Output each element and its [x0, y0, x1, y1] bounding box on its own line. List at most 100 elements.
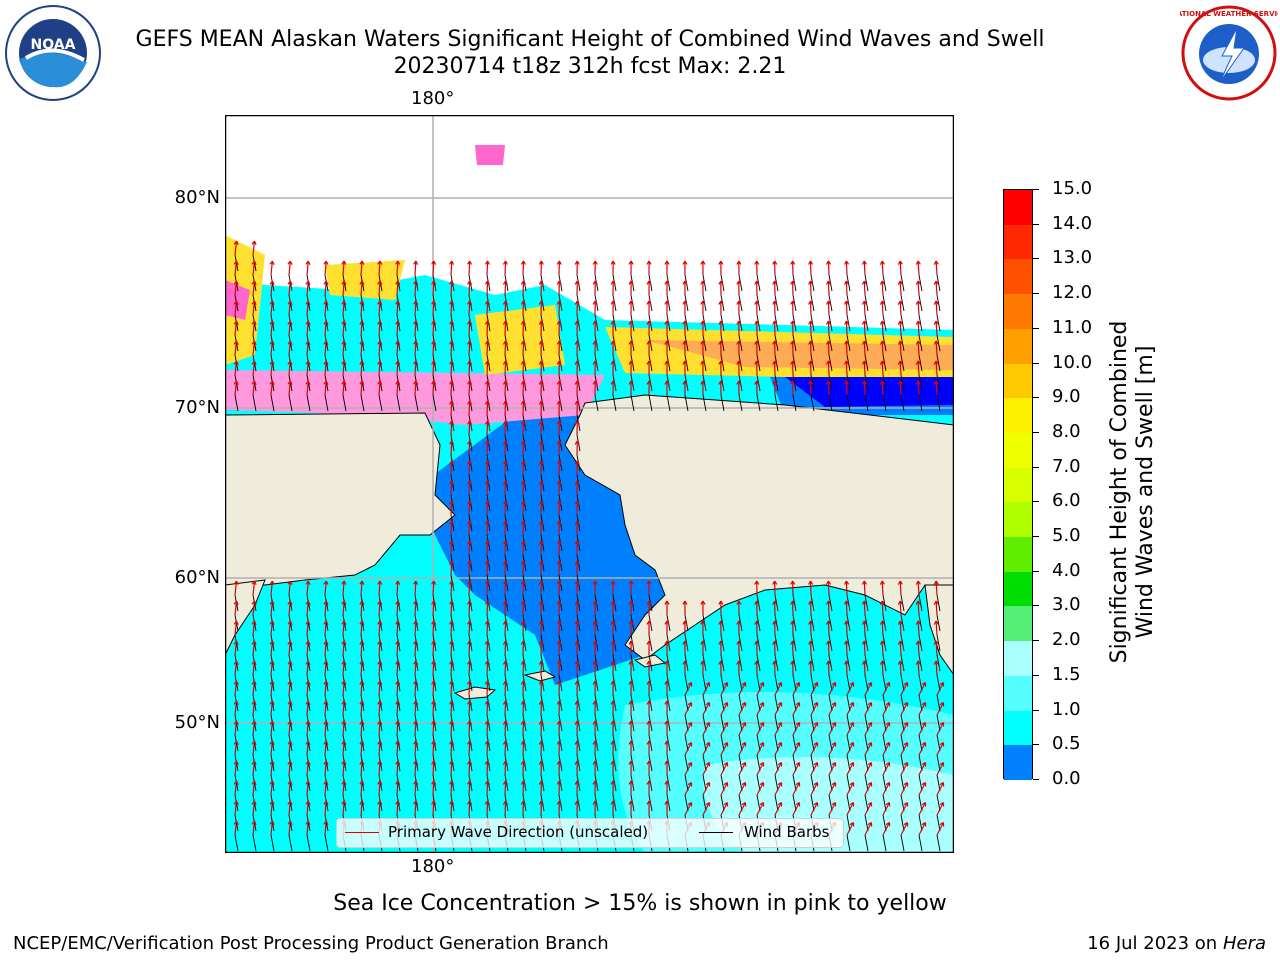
colorbar-segment [1004, 641, 1032, 677]
wind-barb [864, 294, 869, 312]
wave-arrow [396, 680, 399, 696]
wave-arrow-head [843, 380, 850, 385]
wave-arrow [827, 260, 830, 276]
wave-arrow-head [574, 300, 580, 305]
wave-arrow-head [759, 761, 765, 767]
wave-arrow-head [741, 761, 747, 767]
wave-arrow [486, 560, 489, 576]
wind-barb [900, 834, 905, 852]
wave-arrow-head [879, 320, 885, 325]
wave-arrow [360, 360, 363, 376]
wave-arrow [917, 300, 920, 316]
wave-arrow-head [413, 720, 419, 725]
wave-arrow [486, 520, 489, 536]
wave-arrow-head [395, 760, 401, 765]
wave-arrow [899, 340, 902, 356]
wind-barb [792, 774, 797, 792]
wave-arrow-head [341, 580, 347, 585]
wind-barb [828, 674, 833, 692]
wave-arrow-head [754, 380, 760, 385]
wind-barb [918, 654, 923, 672]
wind-barb [756, 694, 761, 712]
wave-arrow-head [287, 320, 293, 325]
wave-arrow-head [269, 640, 275, 645]
wave-arrow-head [520, 380, 526, 385]
wave-arrow-head [682, 360, 688, 365]
wind-barb [810, 394, 815, 412]
wave-arrow-head [233, 580, 239, 585]
wave-arrow-head [646, 780, 652, 785]
wind-barb [918, 834, 923, 852]
wave-arrow-head [467, 580, 473, 585]
wave-arrow [324, 341, 327, 356]
nws-logo-text: NATIONAL WEATHER SERVICE [1180, 10, 1278, 18]
wave-arrow-head [323, 820, 329, 825]
wave-arrow-head [395, 660, 401, 665]
wave-arrow-head [395, 680, 401, 685]
wave-arrow [252, 621, 256, 636]
wave-arrow [522, 680, 525, 696]
wave-arrow-head [395, 300, 401, 305]
wind-barb [900, 354, 905, 372]
wave-arrow [899, 600, 902, 616]
colorbar-tick [1033, 605, 1039, 607]
wave-arrow [432, 280, 435, 296]
wind-barb [936, 834, 941, 852]
wave-arrow [917, 280, 920, 296]
wave-arrow-head [915, 640, 921, 645]
wave-arrow-head [718, 320, 724, 325]
wave-arrow [306, 721, 309, 736]
wave-arrow-head [754, 620, 760, 625]
wave-arrow [935, 340, 938, 356]
wind-barb [900, 774, 905, 792]
wave-arrow [270, 741, 273, 756]
wave-arrow-head [736, 320, 742, 325]
wave-arrow [935, 380, 938, 396]
wind-barb [900, 314, 905, 332]
wave-arrow-head [305, 380, 311, 385]
wave-arrow [845, 380, 848, 396]
wave-arrow [396, 580, 399, 596]
colorbar-tick [1033, 779, 1039, 780]
wave-arrow [306, 321, 309, 336]
wave-arrow-head [395, 780, 401, 785]
wave-arrow [809, 580, 812, 596]
wave-arrow-head [574, 460, 580, 465]
wind-barb [702, 394, 707, 412]
wave-arrow [450, 560, 453, 576]
colorbar-tick-label: 9.0 [1052, 386, 1081, 408]
noaa-logo-text: NOAA [31, 37, 76, 53]
wind-barb [846, 614, 851, 632]
wave-arrow-head [305, 760, 311, 765]
wave-arrow [360, 620, 363, 636]
wind-barb [684, 794, 689, 812]
wave-arrow-head [813, 681, 819, 687]
wind-barb [900, 274, 905, 292]
wave-arrow-head [520, 280, 526, 285]
wave-arrow-head [628, 280, 634, 285]
wind-barb [684, 694, 689, 712]
wave-arrow [360, 780, 363, 796]
wave-arrow [432, 620, 435, 636]
wave-arrow-head [879, 260, 885, 265]
wave-arrow [882, 702, 890, 716]
wave-arrow [450, 800, 453, 816]
sea-ice-chukchi [225, 370, 605, 425]
wave-arrow-head [467, 780, 473, 785]
wave-arrow [468, 460, 471, 476]
wave-arrow-head [915, 580, 921, 585]
sea-ice-islands [325, 260, 405, 300]
wave-arrow [504, 600, 507, 616]
wave-arrow-head [592, 320, 598, 325]
wave-arrow-head [502, 440, 509, 445]
wind-barb [900, 794, 905, 812]
wave-arrow-head [933, 580, 939, 585]
wave-arrow-head [269, 320, 275, 325]
wave-arrow [396, 720, 399, 736]
wave-arrow [396, 620, 399, 636]
wave-arrow-head [431, 760, 437, 765]
wave-arrow-head [520, 520, 526, 525]
wave-arrow [900, 722, 908, 736]
wave-arrow-head [664, 720, 670, 725]
wave-arrow-head [520, 620, 526, 625]
